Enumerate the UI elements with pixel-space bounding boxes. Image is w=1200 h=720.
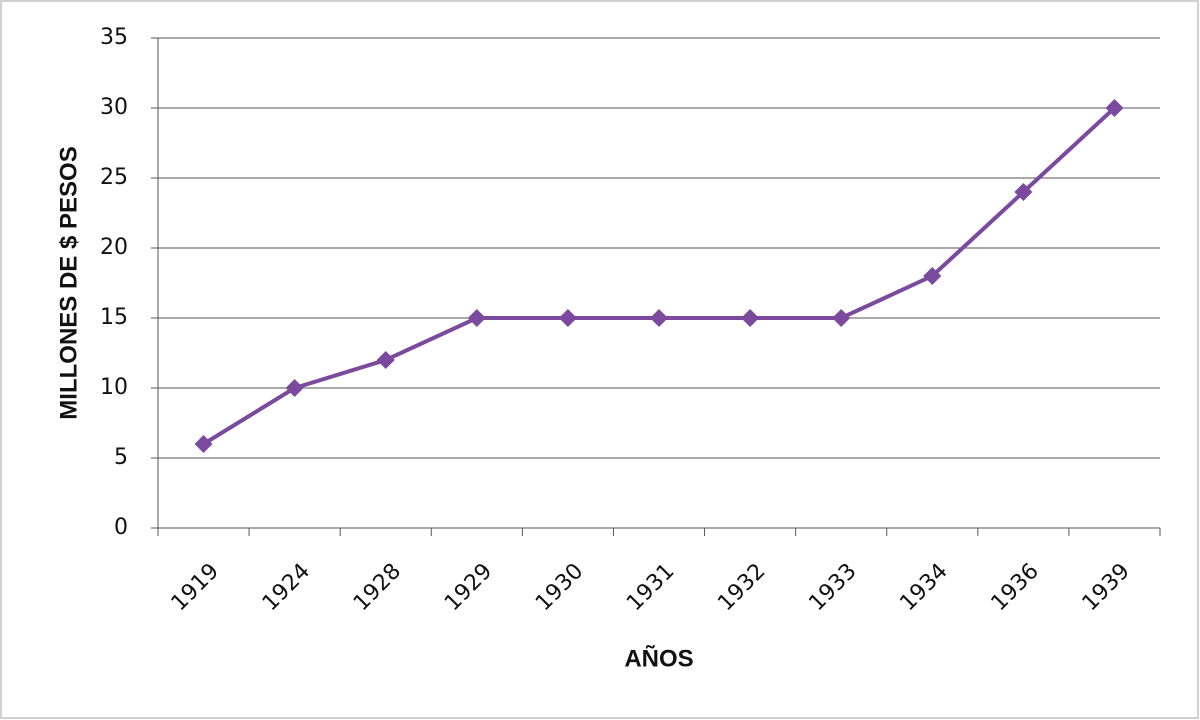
- y-tick-label: 15: [100, 305, 128, 330]
- y-tick-label: 10: [100, 375, 128, 400]
- y-tick-label: 35: [100, 25, 128, 50]
- y-axis-title: MILLONES DE $ PESOS: [55, 146, 82, 419]
- data-point: [741, 309, 760, 327]
- data-point: [285, 379, 304, 397]
- data-point: [467, 309, 486, 327]
- data-point: [1014, 183, 1033, 201]
- data-point: [923, 267, 942, 285]
- data-point: [558, 309, 577, 327]
- y-tick-label: 5: [114, 445, 128, 470]
- y-tick-label: 0: [114, 515, 128, 540]
- data-point: [194, 435, 213, 453]
- y-tick-label: 20: [100, 235, 128, 260]
- data-point: [650, 309, 668, 327]
- data-point: [376, 351, 395, 369]
- x-axis-title: AÑOS: [624, 644, 693, 672]
- y-tick-label: 25: [100, 165, 128, 190]
- y-tick-label: 30: [100, 95, 128, 120]
- data-point: [1105, 99, 1124, 117]
- data-point: [832, 309, 851, 327]
